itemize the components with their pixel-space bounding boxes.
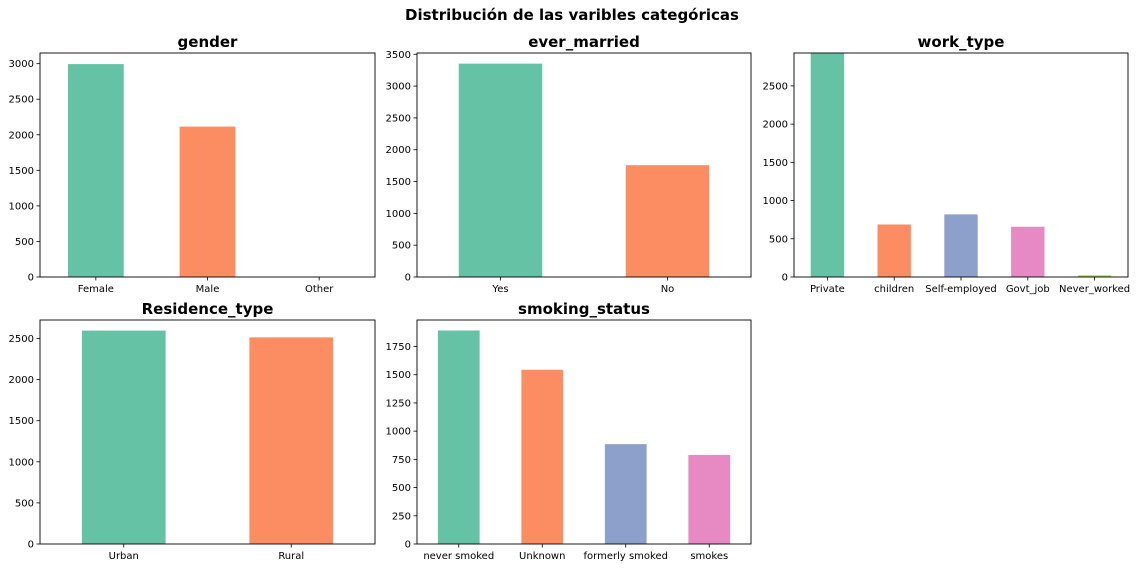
y-tick-label: 2000	[9, 375, 34, 386]
y-tick-label: 3000	[386, 82, 411, 93]
axes-frame	[416, 319, 752, 545]
y-tick-label: 3500	[386, 50, 411, 61]
x-tick-label: Private	[810, 284, 845, 295]
x-tick-label: Unknown	[519, 551, 565, 562]
bar-No	[625, 165, 710, 277]
subplot-smoking_status: smoking_status 0 250 500 750 1000 1250 1500 1750…	[386, 300, 752, 562]
subplot-gender: gender 0 500 1000 1500 2000 2500 3000 Female Male…	[9, 33, 376, 295]
y-tick-label: 1000	[9, 201, 34, 212]
axes-frame	[416, 52, 752, 278]
y-tick-label: 2000	[763, 120, 788, 131]
x-tick-label: Never_worked	[1059, 284, 1130, 295]
x-tick-label: children	[874, 284, 914, 295]
bar-Male	[179, 126, 236, 277]
figure-title: Distribución de las varibles categóricas	[405, 6, 739, 24]
y-tick-label: 2500	[9, 95, 34, 106]
bar-Yes	[458, 63, 543, 277]
y-tick-label: 500	[392, 241, 411, 252]
x-tick-label: smokes	[690, 551, 728, 562]
y-tick-label: 1500	[386, 177, 411, 188]
y-tick-label: 0	[28, 273, 34, 284]
x-tick-label: never smoked	[423, 551, 494, 562]
y-tick-label: 250	[392, 511, 411, 522]
x-tick-label: Other	[305, 284, 334, 295]
x-tick-label: formerly smoked	[584, 551, 668, 562]
bar-formerly smoked	[604, 444, 647, 544]
bar-Unknown	[521, 369, 564, 544]
y-tick-label: 500	[769, 234, 788, 245]
y-tick-label: 1000	[763, 196, 788, 207]
y-tick-label: 750	[392, 455, 411, 466]
x-tick-label: Male	[196, 284, 220, 295]
subplot-title: work_type	[918, 33, 1005, 51]
x-tick-label: No	[661, 284, 675, 295]
y-tick-label: 0	[405, 540, 411, 551]
y-tick-label: 2500	[9, 334, 34, 345]
bar-Govt_job	[1011, 226, 1045, 277]
y-tick-label: 500	[392, 483, 411, 494]
y-tick-label: 500	[15, 498, 34, 509]
bar-smokes	[688, 454, 731, 544]
bar-Private	[810, 53, 845, 278]
bar-Never_worked	[1077, 275, 1112, 277]
bar-Urban	[81, 330, 166, 544]
x-tick-label: Yes	[491, 284, 508, 295]
bar-Self-employed	[944, 214, 978, 277]
y-tick-label: 2500	[386, 113, 411, 124]
x-tick-label: Urban	[109, 551, 139, 562]
bar-Female	[67, 64, 124, 278]
y-tick-label: 2500	[763, 81, 788, 92]
x-tick-label: Female	[78, 284, 114, 295]
y-tick-label: 1000	[386, 209, 411, 220]
subplot-title: Residence_type	[142, 300, 274, 318]
y-tick-label: 3000	[9, 59, 34, 70]
x-tick-label: Govt_job	[1006, 284, 1050, 295]
x-tick-label: Rural	[278, 551, 304, 562]
subplot-title: ever_married	[528, 33, 640, 51]
bar-children	[877, 224, 911, 277]
y-tick-label: 2000	[386, 145, 411, 156]
y-tick-label: 0	[28, 540, 34, 551]
subplot-title: smoking_status	[518, 300, 650, 318]
y-tick-label: 1000	[386, 427, 411, 438]
y-tick-label: 1500	[9, 416, 34, 427]
bar-Rural	[249, 337, 334, 544]
axes-frame	[39, 319, 376, 545]
subplot-title: gender	[178, 33, 239, 51]
y-tick-label: 500	[15, 237, 34, 248]
subplot-work_type: work_type 0 500 1000 1500 2000 2500 Private chil…	[763, 33, 1131, 295]
subplot-Residence_type: Residence_type 0 500 1000 1500 2000 2500 Urban R…	[9, 300, 376, 562]
y-tick-label: 1000	[9, 457, 34, 468]
y-tick-label: 1500	[763, 158, 788, 169]
y-tick-label: 1500	[386, 370, 411, 381]
y-tick-label: 1500	[9, 166, 34, 177]
subplot-ever_married: ever_married 0 500 1000 1500 2000 2500 3000 3500…	[386, 33, 752, 295]
y-tick-label: 0	[782, 273, 788, 284]
y-tick-label: 0	[405, 273, 411, 284]
bar-never smoked	[437, 330, 480, 544]
y-tick-label: 1250	[386, 398, 411, 409]
y-tick-label: 1750	[386, 342, 411, 353]
x-tick-label: Self-employed	[925, 284, 996, 295]
y-tick-label: 2000	[9, 130, 34, 141]
